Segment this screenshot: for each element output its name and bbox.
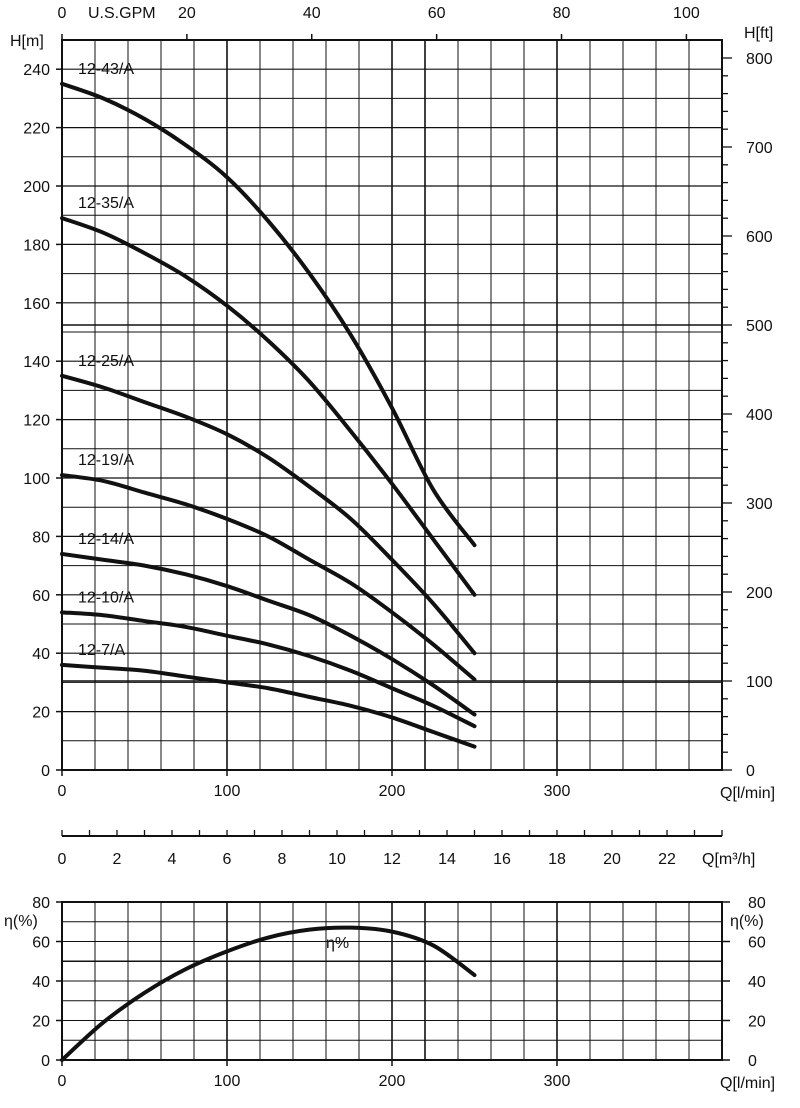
right-tick-label: 800 — [746, 51, 773, 68]
right-tick-label: 700 — [746, 140, 773, 157]
eff-right-axis-title: η(%) — [730, 913, 764, 930]
x-axis-title: Q[l/min] — [720, 785, 775, 802]
curve-12-14-A — [60, 551, 477, 717]
m3h-tick-label: 12 — [383, 851, 401, 868]
m3h-tick-label: 16 — [493, 851, 511, 868]
curve-12-35-A — [60, 216, 477, 597]
series-labels: 12-43/A 12-35/A 12-25/A 12-19/A 12-14/A 12-10… — [78, 61, 349, 952]
y-tick-label: 60 — [32, 588, 50, 605]
eff-right-tick-label: 80 — [748, 895, 766, 912]
label-12-43-A: 12-43/A — [78, 61, 134, 78]
y-tick-label: 100 — [23, 471, 50, 488]
top-tick-label: 0 — [58, 5, 67, 22]
eff-right-tick-label: 40 — [748, 974, 766, 991]
top-tick-label: 20 — [178, 5, 196, 22]
m3h-tick-label: 18 — [548, 851, 566, 868]
eff-y-tick-label: 60 — [32, 935, 50, 952]
eff-y-tick-label: 80 — [32, 895, 50, 912]
y-tick-label: 140 — [23, 354, 50, 371]
y-tick-label: 80 — [32, 529, 50, 546]
right-axis-title: H[ft] — [744, 25, 773, 42]
eff-y-axis-title: η(%) — [4, 913, 38, 930]
m3h-tick-label: 4 — [168, 851, 177, 868]
right-tick-label: 200 — [746, 585, 773, 602]
eff-right-tick-label: 0 — [748, 1053, 757, 1070]
label-12-10-A: 12-10/A — [78, 589, 134, 606]
series-curves — [60, 81, 477, 1062]
top-tick-label: 80 — [553, 5, 571, 22]
y-tick-label: 40 — [32, 646, 50, 663]
y-tick-label: 200 — [23, 179, 50, 196]
top-tick-label: 60 — [428, 5, 446, 22]
m3h-tick-label: 22 — [658, 851, 676, 868]
top-axis-title: U.S.GPM — [88, 5, 156, 22]
label-12-14-A: 12-14/A — [78, 531, 134, 548]
right-tick-label: 300 — [746, 496, 773, 513]
right-tick-label: 400 — [746, 407, 773, 424]
label-12-35-A: 12-35/A — [78, 195, 134, 212]
gridlines — [61, 39, 723, 1061]
eff-x-tick-label: 100 — [214, 1073, 241, 1090]
m3h-tick-label: 10 — [328, 851, 346, 868]
top-tick-label: 40 — [303, 5, 321, 22]
curve-12-25-A — [60, 373, 477, 656]
axis-titles: H[m] H[ft] U.S.GPM Q[l/min] Q[m³/h] η(%) η(%) Q… — [4, 5, 775, 1092]
right-tick-label: 600 — [746, 229, 773, 246]
eff-x-tick-label: 0 — [58, 1073, 67, 1090]
m3h-tick-label: 8 — [278, 851, 287, 868]
right-tick-label: 0 — [746, 763, 755, 780]
y-tick-label: 120 — [23, 413, 50, 430]
eff-x-axis-title: Q[l/min] — [720, 1075, 775, 1092]
y-tick-label: 240 — [23, 62, 50, 79]
m3h-tick-label: 20 — [603, 851, 621, 868]
eff-right-tick-label: 20 — [748, 1014, 766, 1031]
eff-x-tick-label: 300 — [544, 1073, 571, 1090]
y-tick-label: 160 — [23, 296, 50, 313]
eff-y-tick-label: 20 — [32, 1014, 50, 1031]
x-tick-label: 0 — [58, 783, 67, 800]
right-tick-label: 500 — [746, 318, 773, 335]
x-tick-label: 100 — [214, 783, 241, 800]
m3h-tick-label: 0 — [58, 851, 67, 868]
eff-y-tick-label: 40 — [32, 974, 50, 991]
x-tick-label: 200 — [379, 783, 406, 800]
curve-12-7-A — [60, 662, 477, 749]
y-tick-label: 20 — [32, 705, 50, 722]
label-12-19-A: 12-19/A — [78, 452, 134, 469]
label-12-7-A: 12-7/A — [78, 642, 125, 659]
right-tick-label: 100 — [746, 674, 773, 691]
x-tick-label: 300 — [544, 783, 571, 800]
m3h-tick-label: 2 — [113, 851, 122, 868]
y-tick-label: 180 — [23, 237, 50, 254]
curve-12-19-A — [60, 473, 477, 682]
eff-x-tick-label: 200 — [379, 1073, 406, 1090]
label-12-25-A: 12-25/A — [78, 353, 134, 370]
eff-right-tick-label: 60 — [748, 935, 766, 952]
eff-y-tick-label: 0 — [41, 1053, 50, 1070]
curve-12-43-A — [60, 81, 477, 548]
m3h-axis-title: Q[m³/h] — [702, 851, 755, 868]
y-axis-title: H[m] — [10, 33, 44, 50]
curve-12-10-A — [60, 610, 477, 729]
m3h-tick-label: 14 — [438, 851, 456, 868]
m3h-tick-label: 6 — [223, 851, 232, 868]
top-tick-label: 100 — [673, 5, 700, 22]
label-efficiency: η% — [326, 935, 349, 952]
y-tick-label: 0 — [41, 763, 50, 780]
y-tick-label: 220 — [23, 121, 50, 138]
curve-efficiency — [60, 925, 477, 1062]
